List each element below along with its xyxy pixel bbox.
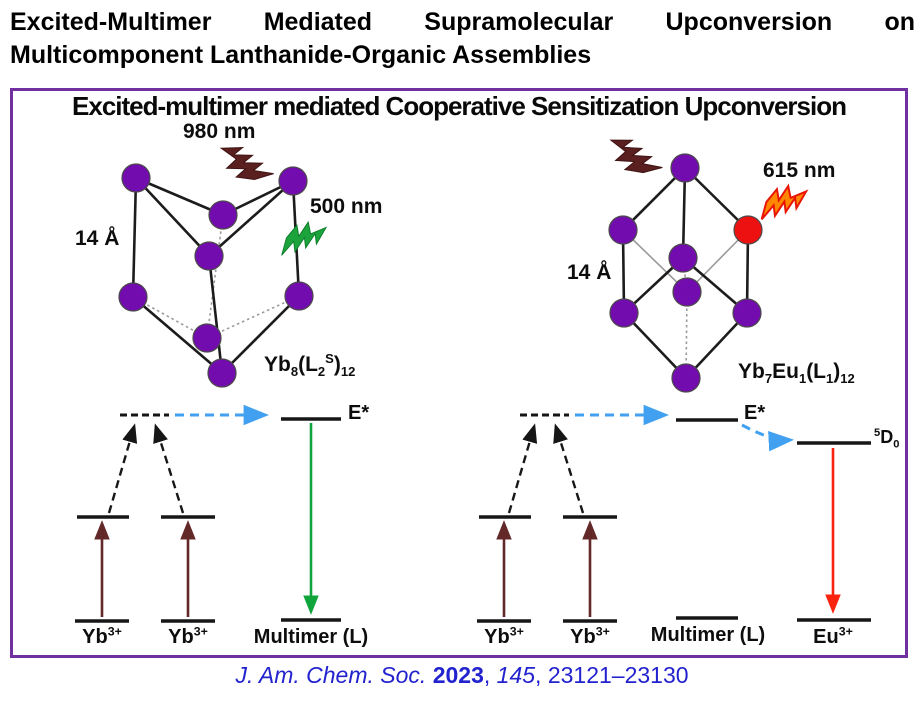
paper-title-line1: Excited-Multimer Mediated Supramolecular Up… [10,6,915,39]
yb-ion-label: Yb3+ [570,624,610,648]
cage-size-label: 14 Å [567,261,612,284]
panel-header: Excited-multimer mediated Cooperative Se… [72,91,847,121]
energy-levels [477,418,871,623]
yb-node [671,363,701,393]
left-energy-diagram [75,404,341,623]
title-word: Excited-Multimer [10,8,212,36]
yb-node [670,153,700,183]
cooperative-upconversion-arrow [107,423,138,514]
yb-node [608,215,638,245]
excited-state-label: E* [744,402,766,424]
excitation-wavelength-label: 980 nm [183,120,256,143]
right-cage-nodes [608,153,763,393]
yb-node [609,298,639,328]
journal-citation: J. Am. Chem. Soc. 2023, 145, 23121–23130 [235,662,689,688]
multimer-label: Multimer (L) [650,624,766,646]
eu-node [733,215,763,245]
excited-state-label: E* [348,402,370,424]
yb-nodes [118,163,314,388]
red-emission-bolt-icon [760,183,809,220]
energy-transfer-arrow [741,423,795,452]
yb-node [192,323,222,353]
cooperative-upconversion-arrow [153,423,185,514]
graphical-abstract-panel [10,88,908,658]
yb-node [278,166,308,196]
title-word: Upconversion [665,8,833,36]
yb-node [732,298,762,328]
emission-wavelength-label: 500 nm [310,195,383,218]
yb-node [668,243,698,273]
yb-node [284,281,314,311]
yb-node [207,358,237,388]
right-assembly-formula: Yb7Eu1(L1)12 [738,360,855,387]
cooperative-upconversion-arrow [553,423,585,514]
title-word: Supramolecular [424,8,614,36]
right-assembly-cage [608,153,763,393]
title-word: Mediated [263,8,373,36]
yb-node [208,200,238,230]
nir-excitation-bolt-icon [219,146,274,180]
left-assembly-formula: Yb8(L2S)12 [264,351,356,380]
energy-levels [75,417,341,623]
emission-wavelength-label: 615 nm [763,159,836,182]
title-word: on [884,8,915,36]
right-energy-diagram [477,404,871,623]
yb-ion-label: Yb3+ [82,624,122,648]
cooperative-upconversion-arrow [507,423,538,514]
yb-node [672,277,702,307]
yb-node [118,282,148,312]
yb-node [194,241,224,271]
eu-level-label: 5D0 [874,427,900,451]
multimer-label: Multimer (L) [253,626,369,648]
paper-title-line2: Multicomponent Lanthanide-Organic Assemb… [10,41,592,69]
paper-title: Excited-Multimer Mediated Supramolecular Up… [10,6,915,72]
yb-ion-label: Yb3+ [484,624,524,648]
eu-ion-label: Eu3+ [813,624,853,648]
yb-node [121,163,151,193]
left-assembly-cage [118,163,314,388]
cage-size-label: 14 Å [75,227,120,250]
nir-excitation-bolt-icon [609,139,663,174]
green-emission-bolt-icon [281,220,328,256]
yb-ion-label: Yb3+ [168,624,208,648]
